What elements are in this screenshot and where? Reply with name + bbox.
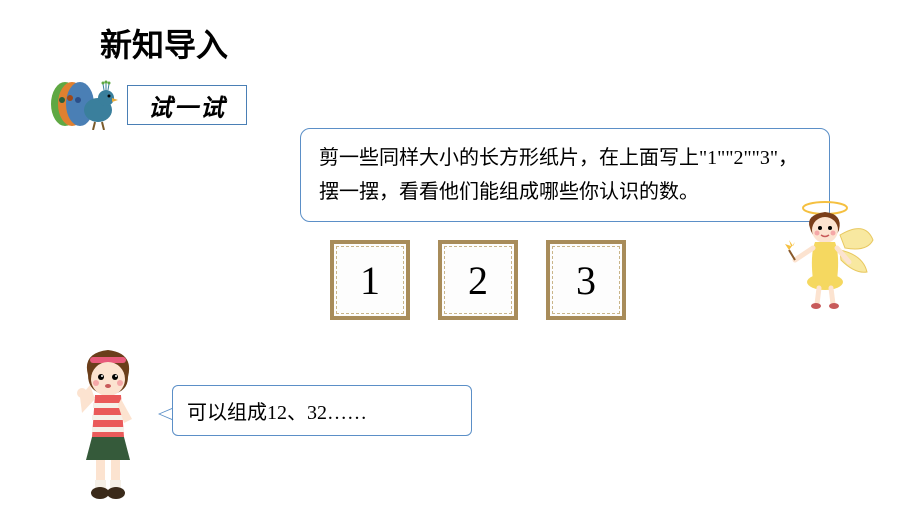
- page-title: 新知导入: [100, 20, 228, 66]
- number-card-3: 3: [546, 240, 626, 320]
- fairy-icon: [785, 200, 880, 310]
- speech-box: 可以组成12、32……: [172, 385, 472, 436]
- try-label: 试一试: [127, 85, 247, 125]
- instruction-box: 剪一些同样大小的长方形纸片，在上面写上"1""2""3"，摆一摆，看看他们能组成…: [300, 128, 830, 222]
- peacock-icon: [50, 78, 120, 130]
- girl-icon: [60, 345, 155, 500]
- number-cards-row: 1 2 3: [330, 240, 626, 320]
- number-card-1: 1: [330, 240, 410, 320]
- speech-tail: [158, 408, 172, 420]
- number-card-2: 2: [438, 240, 518, 320]
